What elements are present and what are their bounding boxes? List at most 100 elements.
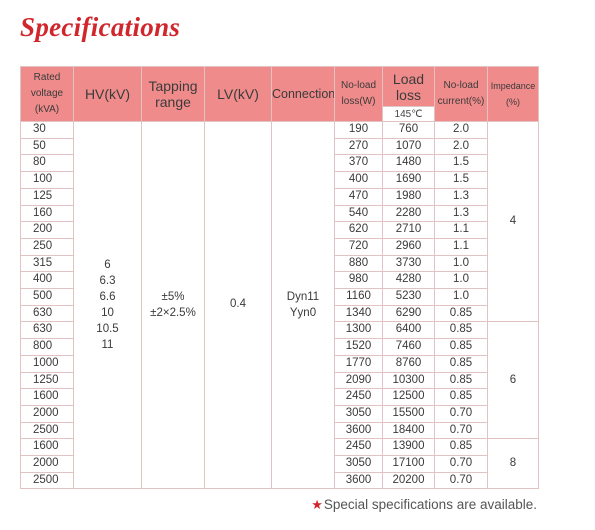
rated-voltage-cell: 200 xyxy=(20,221,74,239)
noload-loss-cell: 3050 xyxy=(334,404,383,423)
rated-voltage-cell: 1600 xyxy=(20,438,74,457)
specifications-table: Rated voltage (kVA) HV(kV) Tapping range… xyxy=(20,66,539,490)
load-loss-cell: 20200 xyxy=(382,471,435,490)
noload-loss-cell: 1160 xyxy=(334,288,383,306)
table-row: 500 1160 5230 1.0 xyxy=(20,288,539,306)
noload-current-cell: 0.85 xyxy=(434,371,488,390)
rated-voltage-cell: 2500 xyxy=(20,471,74,490)
noload-current-cell: 1.1 xyxy=(434,237,488,256)
noload-current-cell: 1.0 xyxy=(434,254,488,273)
noload-current-cell: 2.0 xyxy=(434,137,488,156)
impedance-cell: 8 xyxy=(487,438,539,490)
load-loss-cell: 2960 xyxy=(382,237,435,256)
table-row: 630 1300 6400 0.85 6 xyxy=(20,321,539,440)
noload-current-cell: 0.70 xyxy=(434,421,488,440)
table-row: 160 540 2280 1.3 xyxy=(20,204,539,223)
noload-current-cell: 0.85 xyxy=(434,304,488,323)
noload-loss-cell: 1770 xyxy=(334,354,383,373)
header-hv: HV(kV) xyxy=(73,66,142,122)
rated-voltage-cell: 2000 xyxy=(20,404,74,423)
load-loss-cell: 13900 xyxy=(382,438,435,457)
noload-loss-cell: 1520 xyxy=(334,338,383,356)
hv-cell: 6 6.3 6.6 10 10.5 11 xyxy=(73,120,142,490)
table-row: 1000 1770 8760 0.85 xyxy=(20,354,539,373)
header-load-loss-temperature: 145℃ xyxy=(382,106,435,122)
noload-current-cell: 1.3 xyxy=(434,204,488,223)
noload-loss-cell: 2450 xyxy=(334,388,383,406)
connection-cell: Dyn11 Yyn0 xyxy=(271,120,335,490)
load-loss-cell: 760 xyxy=(382,121,435,139)
table-row: 100 400 1690 1.5 xyxy=(20,171,539,189)
page-title: Specifications xyxy=(20,12,181,42)
table-row: 2500 3600 18400 0.70 xyxy=(20,421,539,440)
noload-current-cell: 1.5 xyxy=(434,171,488,189)
noload-current-cell: 0.85 xyxy=(434,338,488,356)
rated-voltage-cell: 2500 xyxy=(20,421,74,440)
noload-loss-cell: 880 xyxy=(334,254,383,273)
load-loss-cell: 15500 xyxy=(382,404,435,423)
table-header: Rated voltage (kVA) HV(kV) Tapping range… xyxy=(20,66,539,122)
noload-loss-cell: 540 xyxy=(334,204,383,223)
noload-current-cell: 0.85 xyxy=(434,438,488,457)
load-loss-cell: 6400 xyxy=(382,321,435,340)
header-noload-loss: No-load loss(W) xyxy=(334,66,383,122)
noload-loss-cell: 370 xyxy=(334,154,383,173)
noload-loss-cell: 190 xyxy=(334,121,383,139)
footnote-text: Special specifications are available. xyxy=(323,497,537,512)
table-row: 30 6 6.3 6.6 10 10.5 11 ±5% ±2×2.5% 0.4 Dyn1… xyxy=(20,120,539,490)
load-loss-cell: 1070 xyxy=(382,137,435,156)
rated-voltage-cell: 125 xyxy=(20,187,74,206)
noload-current-cell: 0.70 xyxy=(434,471,488,490)
noload-loss-cell: 1340 xyxy=(334,304,383,323)
noload-current-cell: 0.70 xyxy=(434,455,488,473)
load-loss-cell: 3730 xyxy=(382,254,435,273)
rated-voltage-cell: 2000 xyxy=(20,455,74,473)
noload-loss-cell: 2450 xyxy=(334,438,383,457)
footnote: ★Special specifications are available. xyxy=(311,497,537,513)
header-tapping-range: Tapping range xyxy=(141,66,205,122)
noload-current-cell: 0.85 xyxy=(434,354,488,373)
star-icon: ★ xyxy=(311,497,323,512)
header-lv: LV(kV) xyxy=(204,66,272,122)
noload-current-cell: 1.1 xyxy=(434,221,488,239)
rated-voltage-cell: 50 xyxy=(20,137,74,156)
rated-voltage-cell: 630 xyxy=(20,321,74,340)
table-row: 125 470 1980 1.3 xyxy=(20,187,539,206)
noload-loss-cell: 620 xyxy=(334,221,383,239)
rated-voltage-cell: 100 xyxy=(20,171,74,189)
noload-loss-cell: 470 xyxy=(334,187,383,206)
load-loss-cell: 17100 xyxy=(382,455,435,473)
noload-loss-cell: 980 xyxy=(334,271,383,290)
noload-current-cell: 1.3 xyxy=(434,187,488,206)
rated-voltage-cell: 500 xyxy=(20,288,74,306)
load-loss-cell: 2710 xyxy=(382,221,435,239)
load-loss-cell: 18400 xyxy=(382,421,435,440)
load-loss-cell: 1690 xyxy=(382,171,435,189)
load-loss-cell: 2280 xyxy=(382,204,435,223)
noload-current-cell: 2.0 xyxy=(434,121,488,139)
table-row: 250 720 2960 1.1 xyxy=(20,237,539,256)
load-loss-cell: 5230 xyxy=(382,288,435,306)
rated-voltage-cell: 1000 xyxy=(20,354,74,373)
noload-loss-cell: 1300 xyxy=(334,321,383,340)
table-row: 1600 2450 13900 0.85 8 xyxy=(20,438,539,490)
rated-voltage-cell: 315 xyxy=(20,254,74,273)
load-loss-cell: 1980 xyxy=(382,187,435,206)
noload-loss-cell: 270 xyxy=(334,137,383,156)
load-loss-cell: 7460 xyxy=(382,338,435,356)
rated-voltage-cell: 400 xyxy=(20,271,74,290)
impedance-cell: 6 xyxy=(487,321,539,440)
header-noload-current: No-load current(%) xyxy=(434,66,488,122)
load-loss-cell: 8760 xyxy=(382,354,435,373)
rated-voltage-cell: 250 xyxy=(20,237,74,256)
noload-loss-cell: 400 xyxy=(334,171,383,189)
noload-current-cell: 0.85 xyxy=(434,388,488,406)
rated-voltage-cell: 30 xyxy=(20,121,74,139)
rated-voltage-cell: 800 xyxy=(20,338,74,356)
noload-current-cell: 1.5 xyxy=(434,154,488,173)
noload-current-cell: 0.85 xyxy=(434,321,488,340)
noload-loss-cell: 720 xyxy=(334,237,383,256)
rated-voltage-cell: 160 xyxy=(20,204,74,223)
table-body: 30 6 6.3 6.6 10 10.5 11 ±5% ±2×2.5% 0.4 Dyn1… xyxy=(20,120,539,490)
header-impedance: Impedance (%) xyxy=(487,66,539,122)
